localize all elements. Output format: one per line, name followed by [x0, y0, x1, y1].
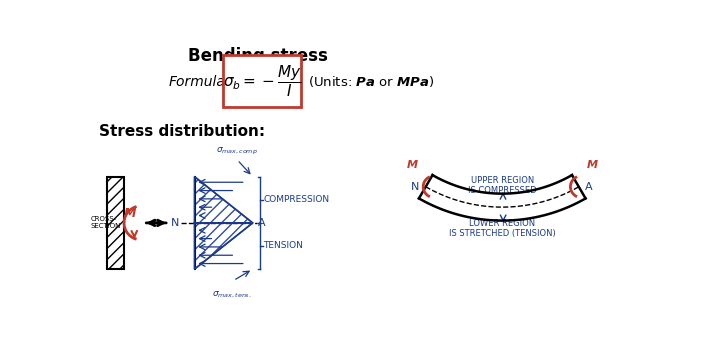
Polygon shape — [195, 223, 252, 269]
Text: (Units: $\boldsymbol{Pa}$ or $\boldsymbol{MPa}$): (Units: $\boldsymbol{Pa}$ or $\boldsymbo… — [308, 74, 435, 89]
Text: $\sigma_b = -\dfrac{My}{I}$: $\sigma_b = -\dfrac{My}{I}$ — [223, 63, 301, 99]
Text: $\sigma_{max,comp}$: $\sigma_{max,comp}$ — [217, 146, 258, 157]
Text: TENSION: TENSION — [264, 241, 304, 251]
Text: A: A — [585, 182, 592, 192]
Text: LOWER REGION
IS STRETCHED (TENSION): LOWER REGION IS STRETCHED (TENSION) — [449, 219, 556, 239]
Polygon shape — [195, 177, 252, 223]
Text: M: M — [124, 207, 137, 220]
Text: M: M — [407, 160, 418, 170]
Bar — [107, 177, 124, 269]
Text: CROSS-
SECTION: CROSS- SECTION — [90, 216, 121, 229]
Text: N: N — [411, 182, 419, 192]
Text: $\sigma_{max,tens.}$: $\sigma_{max,tens.}$ — [212, 290, 251, 300]
Text: Stress distribution:: Stress distribution: — [100, 124, 266, 139]
Text: Bending stress: Bending stress — [189, 47, 328, 66]
Text: N: N — [171, 218, 179, 228]
FancyBboxPatch shape — [223, 55, 301, 108]
Text: A: A — [258, 218, 266, 228]
Text: UPPER REGION
IS COMPRESSED: UPPER REGION IS COMPRESSED — [468, 176, 536, 195]
Text: COMPRESSION: COMPRESSION — [264, 195, 329, 204]
Text: M: M — [587, 160, 598, 170]
Text: Formula:: Formula: — [169, 75, 231, 89]
